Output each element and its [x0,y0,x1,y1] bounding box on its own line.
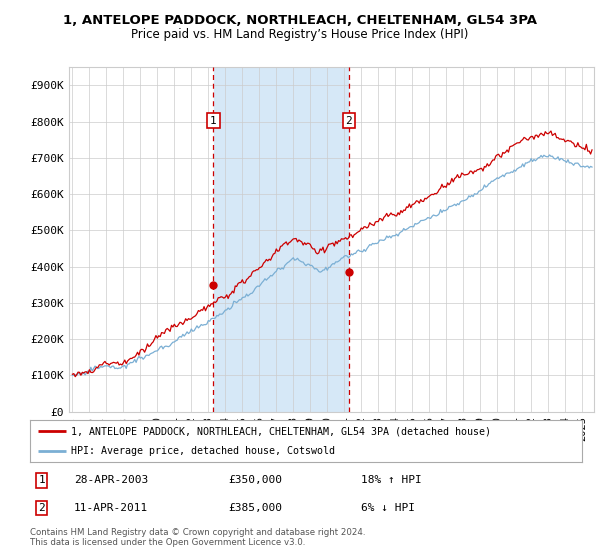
Text: 1, ANTELOPE PADDOCK, NORTHLEACH, CHELTENHAM, GL54 3PA (detached house): 1, ANTELOPE PADDOCK, NORTHLEACH, CHELTEN… [71,426,491,436]
Text: 6% ↓ HPI: 6% ↓ HPI [361,503,415,513]
Text: 18% ↑ HPI: 18% ↑ HPI [361,475,422,486]
Text: £385,000: £385,000 [229,503,283,513]
Text: 2: 2 [346,115,352,125]
Text: £350,000: £350,000 [229,475,283,486]
Text: Contains HM Land Registry data © Crown copyright and database right 2024.
This d: Contains HM Land Registry data © Crown c… [30,528,365,547]
Text: Price paid vs. HM Land Registry’s House Price Index (HPI): Price paid vs. HM Land Registry’s House … [131,28,469,41]
Text: HPI: Average price, detached house, Cotswold: HPI: Average price, detached house, Cots… [71,446,335,456]
Text: 1, ANTELOPE PADDOCK, NORTHLEACH, CHELTENHAM, GL54 3PA: 1, ANTELOPE PADDOCK, NORTHLEACH, CHELTEN… [63,14,537,27]
Text: 11-APR-2011: 11-APR-2011 [74,503,148,513]
Text: 28-APR-2003: 28-APR-2003 [74,475,148,486]
Text: 1: 1 [38,475,45,486]
Text: 2: 2 [38,503,45,513]
Text: 1: 1 [210,115,217,125]
